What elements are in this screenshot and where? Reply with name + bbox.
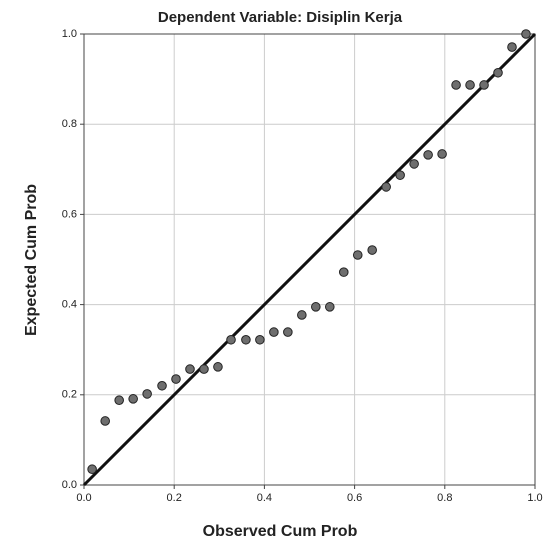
point [311,302,321,312]
plot-frame [83,33,536,486]
point [185,364,195,374]
y-tick-label: 1.0 [62,28,77,40]
x-axis-label: Observed Cum Prob [203,523,358,540]
point [451,80,461,90]
y-tick-label: 0.2 [62,389,77,401]
point [507,42,517,52]
point [269,327,279,337]
point [352,250,363,260]
y-tick-label: 0.8 [62,118,77,130]
point [241,334,251,345]
point [338,267,349,277]
y-tick-label: 0.4 [62,299,77,311]
reference-line [82,32,537,487]
point [479,80,489,90]
point [114,395,124,406]
x-tick-label: 0.2 [167,492,182,504]
point [226,334,236,345]
grid [80,32,537,489]
y-axis-label: Expected Cum Prob [23,184,40,336]
point [128,394,138,404]
point [171,374,181,384]
x-tick-label: 1.0 [527,492,542,504]
point [367,245,377,255]
x-tick-label: 0.4 [257,492,272,504]
y-tick-label: 0.0 [62,479,77,491]
point [142,389,152,399]
point [521,29,531,39]
point [213,362,223,372]
point [157,380,167,391]
point [493,67,503,78]
point [100,416,110,426]
point [395,170,405,180]
point [199,364,209,374]
point [324,302,335,312]
point [381,182,391,192]
y-tick-label: 0.6 [62,208,77,220]
point [255,334,265,345]
point [283,327,293,337]
chart-title: Dependent Variable: Disiplin Kerja [158,9,403,26]
point [409,159,419,169]
point [437,149,447,159]
point [297,310,307,320]
point [423,150,433,160]
point [87,464,97,475]
x-tick-label: 0.0 [76,492,91,504]
x-tick-label: 0.8 [437,492,452,504]
marks [87,29,531,475]
point [465,80,475,90]
x-tick-label: 0.6 [347,492,362,504]
